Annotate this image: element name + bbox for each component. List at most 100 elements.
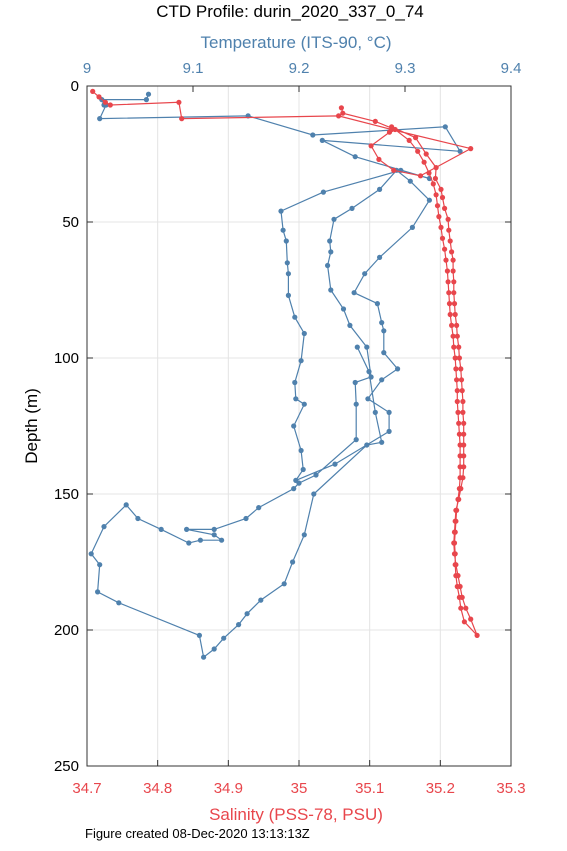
temperature-point <box>186 540 192 546</box>
temperature-point <box>219 537 225 543</box>
temperature-point <box>283 238 289 244</box>
temperature-point <box>372 409 378 415</box>
salinity-point <box>447 238 453 244</box>
salinity-point <box>458 377 465 383</box>
salinity-point <box>450 268 456 274</box>
salinity-line <box>92 90 478 636</box>
chart-title: CTD Profile: durin_2020_337_0_74 <box>156 2 423 21</box>
salinity-point <box>458 605 464 611</box>
temperature-point <box>196 632 202 639</box>
salinity-point <box>392 126 398 133</box>
temperature-line <box>90 93 462 659</box>
salinity-point <box>391 167 397 173</box>
salinity-point <box>433 192 439 198</box>
salinity-point <box>421 159 427 165</box>
salinity-point <box>336 113 342 119</box>
temperature-point <box>352 379 358 386</box>
salinity-point <box>386 129 393 135</box>
salinity-point <box>456 594 462 601</box>
figure-footer: Figure created 08-Dec-2020 13:13:13Z <box>85 826 310 841</box>
top-tick-label: 9.1 <box>183 60 204 77</box>
top-tick-label: 9.4 <box>501 60 522 77</box>
salinity-point <box>438 224 444 230</box>
temperature-point <box>340 306 347 312</box>
salinity-point <box>455 496 461 502</box>
y-tick-label: 0 <box>71 78 79 95</box>
salinity-point <box>96 94 102 100</box>
temperature-point <box>236 622 242 628</box>
salinity-point <box>468 616 474 622</box>
salinity-point <box>456 420 462 426</box>
temperature-point <box>457 148 463 154</box>
salinity-point <box>460 409 466 415</box>
salinity-point <box>454 583 460 590</box>
temperature-point <box>301 330 307 337</box>
salinity-point <box>406 137 412 143</box>
temperature-point <box>285 292 291 298</box>
salinity-point <box>107 102 113 108</box>
salinity-point <box>456 355 462 361</box>
temperature-point <box>101 524 107 530</box>
temperature-point <box>364 442 370 448</box>
salinity-point <box>434 203 441 209</box>
salinity-point <box>444 268 450 274</box>
salinity-point <box>446 227 452 233</box>
salinity-point <box>455 409 461 415</box>
top-tick-label: 9.3 <box>395 60 416 77</box>
salinity-point <box>417 173 424 179</box>
temperature-point <box>374 301 380 307</box>
temperature-point <box>296 480 302 486</box>
salinity-point <box>432 175 438 182</box>
temperature-point <box>379 439 385 445</box>
temperature-point <box>362 271 368 277</box>
salinity-point <box>450 333 456 339</box>
temperature-point <box>301 532 307 538</box>
temperature-point <box>88 551 94 557</box>
salinity-point <box>446 301 453 307</box>
salinity-point <box>443 257 449 263</box>
salinity-point <box>451 290 457 296</box>
salinity-point <box>449 249 455 255</box>
temperature-point <box>298 447 304 454</box>
temperature-point <box>184 526 190 533</box>
salinity-point <box>454 333 460 339</box>
temperature-point <box>285 271 291 277</box>
temperature-point <box>258 597 264 603</box>
temperature-point <box>292 379 298 386</box>
salinity-point <box>102 99 108 105</box>
temperature-point <box>293 396 299 402</box>
bottom-tick-label: 34.9 <box>214 780 243 797</box>
temperature-point <box>407 178 413 184</box>
salinity-point <box>468 146 474 152</box>
salinity-point <box>457 453 463 459</box>
salinity-point <box>445 216 451 222</box>
temperature-point <box>353 437 359 443</box>
salinity-point <box>456 344 462 350</box>
salinity-point <box>430 181 436 187</box>
salinity-point <box>90 88 96 94</box>
salinity-point <box>454 507 460 513</box>
temperature-point <box>409 224 415 230</box>
y-tick-label: 100 <box>54 350 79 367</box>
temperature-point <box>158 526 164 533</box>
data-series <box>88 88 480 660</box>
temperature-point <box>377 186 383 192</box>
salinity-point <box>454 322 460 328</box>
salinity-point <box>433 165 439 171</box>
salinity-point <box>452 355 458 361</box>
salinity-point <box>453 366 459 372</box>
salinity-point <box>439 194 446 201</box>
salinity-point <box>461 453 467 459</box>
salinity-point <box>451 540 458 546</box>
temperature-point <box>386 428 392 434</box>
bottom-tick-label: 35 <box>291 780 308 797</box>
temperature-point <box>328 287 334 293</box>
salinity-point <box>456 431 462 437</box>
salinity-point <box>453 518 459 524</box>
temperature-point <box>291 486 297 492</box>
salinity-point <box>372 118 378 124</box>
salinity-point <box>368 143 374 149</box>
temperature-point <box>291 423 297 429</box>
temperature-point <box>354 344 360 350</box>
temperature-point <box>349 205 355 211</box>
